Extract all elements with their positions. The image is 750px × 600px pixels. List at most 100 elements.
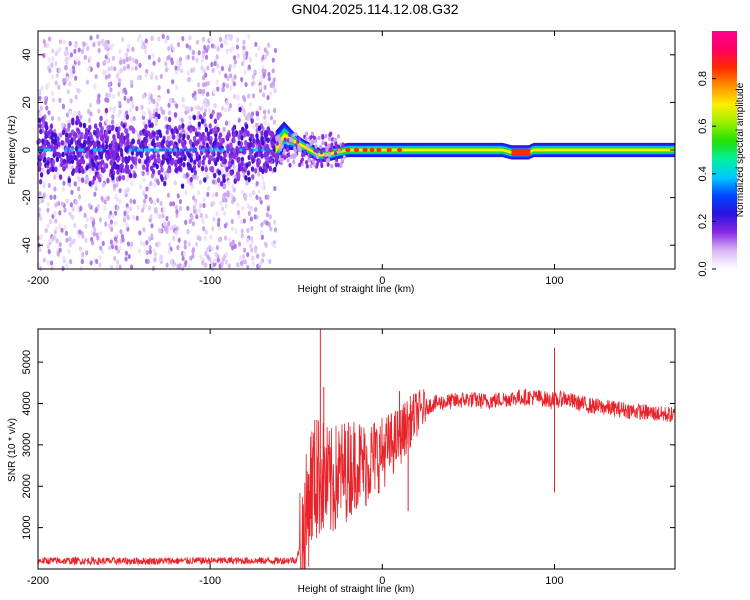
snr-background [38,329,675,569]
noise-center-dot [192,148,196,152]
noise-dense-speckle [38,123,42,129]
noise-dense-speckle [105,149,109,156]
noise-speckle [57,200,61,207]
noise-dense-speckle [246,130,250,136]
noise-dense-speckle [92,175,97,182]
noise-speckle [225,100,229,106]
noise-speckle [226,34,230,41]
noise-speckle [159,106,163,112]
noise-speckle [55,73,59,79]
noise-speckle [249,235,254,242]
noise-speckle [58,224,62,230]
noise-dense-speckle [181,141,185,148]
noise-dense-speckle [152,153,156,160]
noise-speckle [58,39,63,45]
noise-dense-speckle [38,178,43,185]
noise-speckle [89,66,93,72]
noise-dense-speckle [183,155,187,162]
noise-speckle [223,192,227,198]
noise-speckle [42,52,46,59]
noise-dense-speckle [205,152,209,158]
core-hotspot [345,148,351,152]
noise-dense-speckle [178,124,182,131]
noise-speckle [115,73,119,79]
noise-speckle [199,106,204,112]
band-edge-speckle [299,159,303,164]
noise-speckle [242,53,246,59]
band-edge-speckle [283,137,287,142]
noise-speckle [166,173,170,179]
noise-speckle [200,57,204,63]
noise-dense-speckle [232,137,236,144]
noise-speckle [124,52,129,58]
noise-speckle [273,47,278,54]
noise-speckle [195,175,200,181]
noise-speckle [104,221,108,227]
noise-speckle [130,100,135,106]
band-edge-speckle [297,146,301,152]
band-edge-speckle [294,132,298,137]
noise-speckle [87,66,91,72]
noise-speckle [65,50,69,56]
noise-speckle [223,235,228,241]
noise-dense-speckle [243,131,247,138]
noise-dense-speckle [163,180,167,187]
noise-dense-speckle [49,123,54,130]
noise-speckle [260,74,264,80]
noise-dense-speckle [144,123,148,130]
noise-speckle [216,221,221,228]
noise-speckle [118,100,122,106]
noise-dense-speckle [71,170,75,176]
noise-speckle [258,105,262,111]
noise-speckle [205,174,209,180]
noise-speckle [236,262,240,268]
band-edge-speckle [320,150,324,155]
noise-dense-speckle [235,171,240,177]
noise-speckle [74,199,78,205]
spectrogram-core-layer [274,121,675,169]
noise-dense-speckle [109,160,113,166]
noise-speckle [273,243,277,249]
x-tick-label: 100 [545,275,563,287]
noise-dense-speckle [104,143,109,150]
noise-speckle [197,50,201,56]
noise-dense-speckle [88,180,92,187]
noise-speckle [214,191,219,198]
noise-speckle [154,120,158,127]
noise-speckle [167,54,171,60]
noise-speckle [148,99,152,105]
noise-speckle [54,202,58,208]
noise-dense-speckle [101,134,105,141]
noise-speckle [66,127,71,133]
noise-speckle [65,112,69,118]
core-band-layer-1 [275,125,675,165]
noise-speckle [77,186,81,192]
noise-speckle [162,221,167,227]
noise-speckle [96,203,100,210]
noise-speckle [68,181,72,188]
noise-speckle [265,220,269,226]
noise-speckle [174,229,178,236]
noise-speckle [109,65,114,71]
core-hotspot [396,148,403,152]
noise-speckle [261,175,265,181]
noise-speckle [250,225,254,231]
noise-dense-speckle [157,113,161,120]
noise-speckle [164,67,169,73]
noise-dense-speckle [43,140,47,147]
noise-speckle [237,117,241,123]
noise-dense-speckle [219,155,223,162]
noise-speckle [129,264,134,270]
noise-speckle [76,87,80,94]
noise-speckle [78,246,83,252]
noise-speckle [222,183,227,189]
noise-center-dot [179,148,183,152]
noise-dense-speckle [145,155,150,162]
noise-speckle [125,222,129,228]
noise-speckle [109,239,113,245]
band-edge-speckle [334,151,338,156]
noise-dense-speckle [200,135,204,141]
noise-dense-speckle [65,136,69,143]
noise-speckle [258,84,263,90]
noise-dense-speckle [175,128,179,135]
